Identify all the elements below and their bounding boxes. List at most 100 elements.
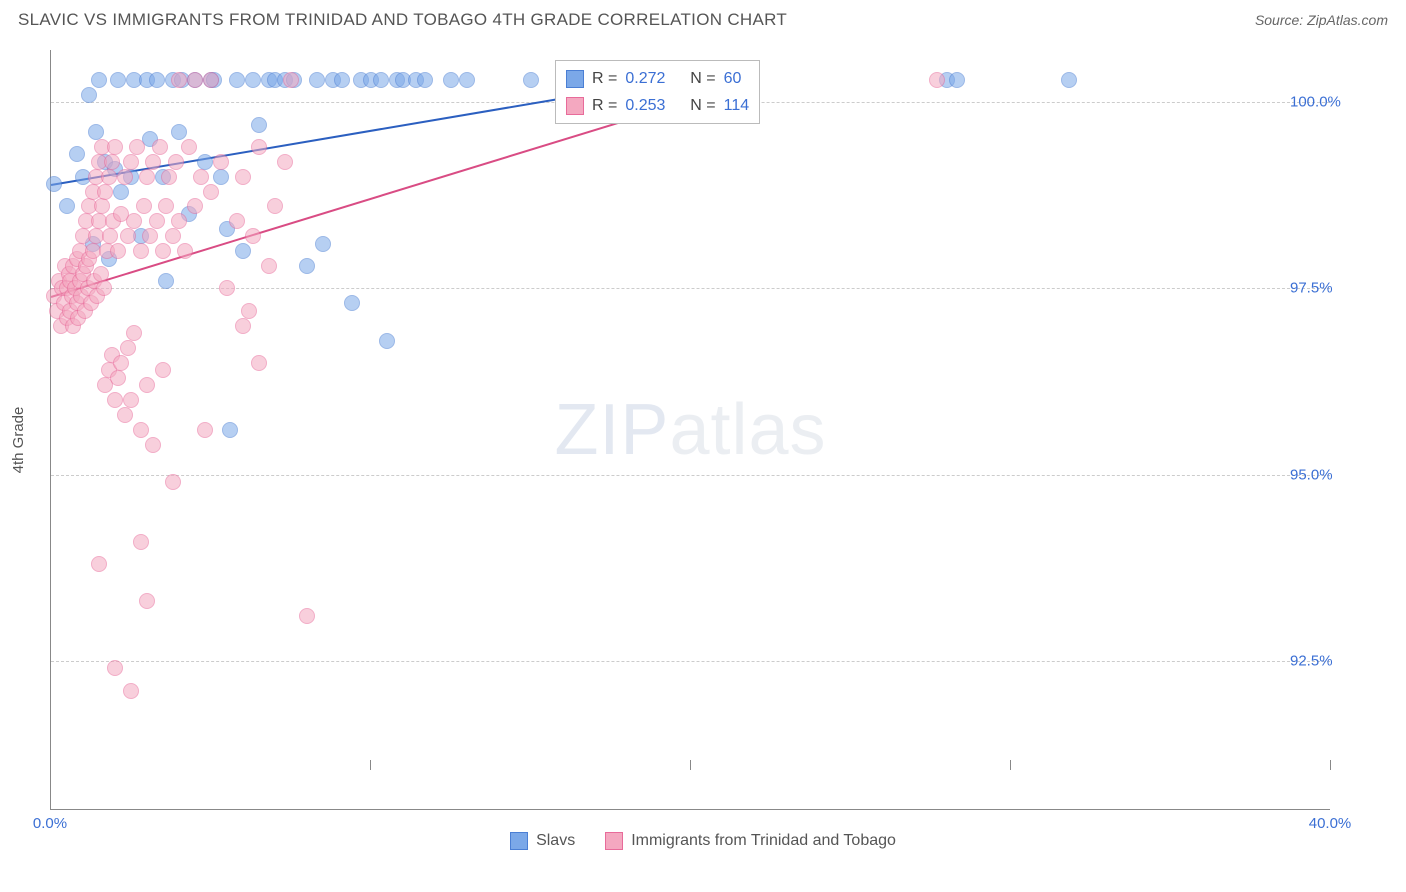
legend-swatch (510, 832, 528, 850)
scatter-point (96, 280, 112, 296)
legend-item: Immigrants from Trinidad and Tobago (605, 832, 896, 850)
scatter-point (81, 87, 97, 103)
scatter-point (129, 139, 145, 155)
scatter-point (235, 243, 251, 259)
scatter-point (107, 139, 123, 155)
scatter-point (251, 117, 267, 133)
scatter-point (417, 72, 433, 88)
scatter-point (104, 154, 120, 170)
scatter-point (94, 198, 110, 214)
scatter-point (155, 243, 171, 259)
stats-n-value: 114 (724, 92, 750, 119)
chart-plot-area: ZIPatlas (50, 50, 1330, 810)
scatter-point (110, 72, 126, 88)
y-tick-label: 97.5% (1290, 280, 1333, 297)
x-tick (50, 760, 51, 770)
scatter-point (120, 340, 136, 356)
x-tick-label: 40.0% (1309, 815, 1352, 832)
scatter-point (181, 139, 197, 155)
scatter-point (344, 295, 360, 311)
scatter-point (251, 355, 267, 371)
x-tick (370, 760, 371, 770)
scatter-point (139, 169, 155, 185)
scatter-point (149, 213, 165, 229)
scatter-point (229, 213, 245, 229)
y-tick-label: 100.0% (1290, 94, 1341, 111)
scatter-point (152, 139, 168, 155)
scatter-point (213, 169, 229, 185)
legend-swatch (605, 832, 623, 850)
scatter-point (267, 198, 283, 214)
scatter-point (107, 392, 123, 408)
scatter-point (133, 422, 149, 438)
scatter-point (93, 266, 109, 282)
scatter-point (443, 72, 459, 88)
scatter-point (379, 333, 395, 349)
scatter-point (69, 146, 85, 162)
scatter-point (193, 169, 209, 185)
x-tick (690, 760, 691, 770)
scatter-point (139, 593, 155, 609)
scatter-point (120, 228, 136, 244)
scatter-point (136, 198, 152, 214)
watermark-atlas: atlas (669, 390, 826, 470)
scatter-point (373, 72, 389, 88)
scatter-point (245, 228, 261, 244)
scatter-point (101, 169, 117, 185)
scatter-point (91, 72, 107, 88)
scatter-point (126, 213, 142, 229)
scatter-point (197, 154, 213, 170)
scatter-point (299, 258, 315, 274)
scatter-point (123, 392, 139, 408)
scatter-point (171, 124, 187, 140)
y-tick-label: 95.0% (1290, 466, 1333, 483)
scatter-point (161, 169, 177, 185)
scatter-point (334, 72, 350, 88)
scatter-point (315, 236, 331, 252)
gridline (51, 475, 1330, 476)
scatter-point (123, 154, 139, 170)
scatter-point (283, 72, 299, 88)
chart-title: SLAVIC VS IMMIGRANTS FROM TRINIDAD AND T… (18, 10, 787, 30)
scatter-point (133, 534, 149, 550)
scatter-point (145, 154, 161, 170)
scatter-point (102, 228, 118, 244)
stats-r-label: R = (592, 92, 617, 119)
scatter-point (171, 72, 187, 88)
stats-n-value: 60 (724, 65, 742, 92)
scatter-point (299, 608, 315, 624)
scatter-point (261, 258, 277, 274)
scatter-point (929, 72, 945, 88)
legend-label: Slavs (536, 832, 575, 850)
scatter-point (168, 154, 184, 170)
scatter-point (110, 243, 126, 259)
legend-item: Slavs (510, 832, 575, 850)
scatter-point (145, 437, 161, 453)
bottom-legend: Slavs Immigrants from Trinidad and Tobago (0, 832, 1406, 850)
stats-r-label: R = (592, 65, 617, 92)
scatter-point (949, 72, 965, 88)
stats-row: R = 0.272 N = 60 (566, 65, 749, 92)
scatter-point (113, 355, 129, 371)
y-axis-title: 4th Grade (10, 407, 27, 474)
scatter-point (197, 422, 213, 438)
x-tick (1010, 760, 1011, 770)
chart-header: SLAVIC VS IMMIGRANTS FROM TRINIDAD AND T… (0, 0, 1406, 38)
stats-row: R = 0.253 N = 114 (566, 92, 749, 119)
gridline (51, 661, 1330, 662)
stats-box: R = 0.272 N = 60R = 0.253 N = 114 (555, 60, 760, 124)
scatter-point (158, 273, 174, 289)
scatter-point (187, 198, 203, 214)
x-tick-label: 0.0% (33, 815, 67, 832)
scatter-point (155, 362, 171, 378)
scatter-point (203, 184, 219, 200)
scatter-point (126, 325, 142, 341)
scatter-point (459, 72, 475, 88)
scatter-point (187, 72, 203, 88)
scatter-point (113, 184, 129, 200)
scatter-point (149, 72, 165, 88)
scatter-point (117, 407, 133, 423)
scatter-point (97, 184, 113, 200)
scatter-point (88, 124, 104, 140)
scatter-point (123, 683, 139, 699)
